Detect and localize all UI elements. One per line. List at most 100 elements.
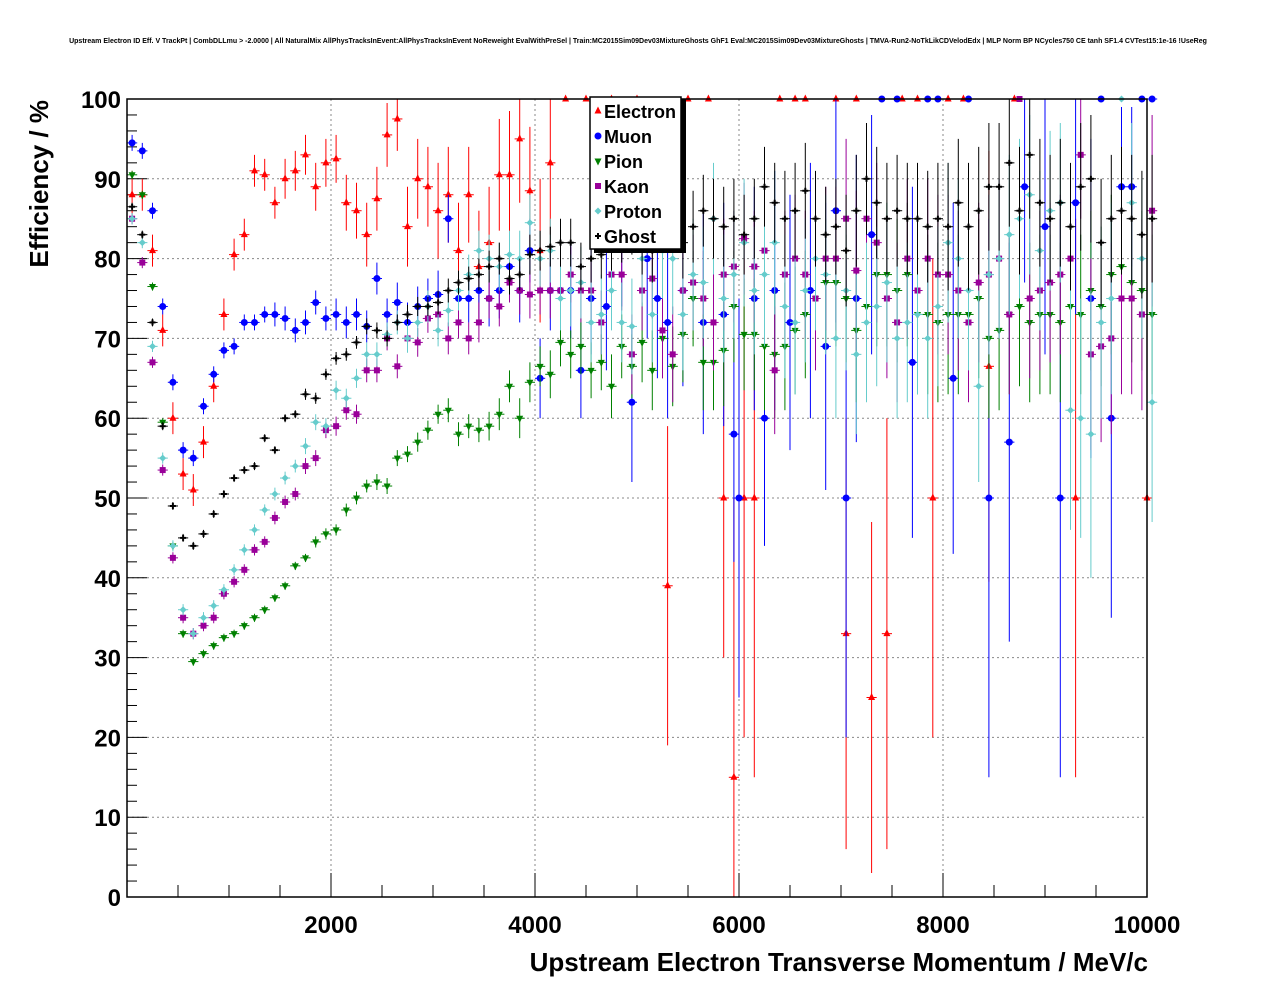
data-point [291,563,299,571]
data-point [750,493,758,501]
data-point [373,275,381,283]
data-point [159,325,167,333]
data-point [149,342,156,350]
data-point [271,490,279,498]
data-point [302,555,309,563]
data-point [189,630,197,638]
data-point [761,414,768,422]
data-point [444,306,452,314]
data-point [495,411,503,419]
data-point [200,622,207,629]
data-point [720,493,728,501]
data-point [486,295,493,302]
data-point [465,335,472,342]
data-point [730,271,738,279]
data-point [455,319,462,326]
data-point [291,166,299,174]
data-point [291,462,299,470]
data-point [179,446,187,454]
data-point [312,182,320,190]
data-point [312,455,319,462]
data-point [628,398,636,406]
data-point [444,215,452,223]
data-point [230,250,238,258]
grid-lines [127,99,1147,897]
data-point [210,602,218,610]
data-point [608,287,615,295]
data-point [261,310,269,318]
data-point [139,259,146,266]
data-point [995,255,1003,263]
data-point [189,454,197,462]
data-point [169,542,177,550]
data-point [434,206,442,214]
data-point [516,134,524,142]
data-point [353,411,360,418]
data-series [127,94,1158,897]
data-point [1107,295,1115,302]
data-point [281,314,289,322]
data-point [526,186,534,194]
data-point [189,659,197,667]
data-point [985,271,993,279]
y-tick-label: 10 [94,805,121,832]
data-point [169,413,177,421]
y-tick-label: 70 [94,326,121,353]
data-point [261,506,269,514]
data-point [149,284,156,292]
data-point [189,485,197,493]
data-point [251,166,258,174]
data-point [475,319,482,326]
data-point [312,539,320,547]
data-point [363,367,370,374]
data-point [587,367,595,375]
data-point [801,287,809,295]
data-point [445,335,452,342]
data-point [720,295,728,302]
data-point [516,415,524,423]
data-point [893,334,901,342]
x-tick-label: 2000 [304,912,357,939]
data-point [159,467,166,474]
data-point [240,230,248,238]
data-point [332,527,340,535]
data-point [210,381,218,389]
data-point [414,174,422,182]
data-point [1016,303,1023,311]
data-point [363,483,371,491]
legend-box [589,96,682,250]
data-point [282,498,289,505]
data-point [648,310,656,318]
data-point [929,493,937,501]
y-tick-label: 40 [94,566,121,593]
data-point [730,772,738,780]
y-tick-label: 90 [94,167,121,194]
data-point [292,491,299,498]
legend-label-kaon: Kaon [604,177,649,197]
data-point [546,371,554,379]
data-point [271,514,278,521]
data-point [200,614,207,622]
data-point [832,334,840,342]
data-point [342,394,350,402]
data-point [1021,183,1029,191]
data-point [332,154,340,162]
data-point [659,327,666,334]
data-point [842,494,850,502]
data-point [302,150,309,158]
data-point [128,215,136,223]
data-point [373,479,381,487]
data-point [475,427,483,435]
data-point [230,566,238,574]
legend-marker-kaon [595,183,601,189]
data-point [281,583,289,591]
data-point [1005,231,1013,239]
legend-marker-proton [594,207,602,215]
data-point [730,430,738,438]
data-point [975,382,983,390]
data-point [128,190,136,198]
data-point [791,318,799,326]
data-point [465,295,473,302]
data-point [648,367,656,375]
data-point [1072,493,1080,501]
